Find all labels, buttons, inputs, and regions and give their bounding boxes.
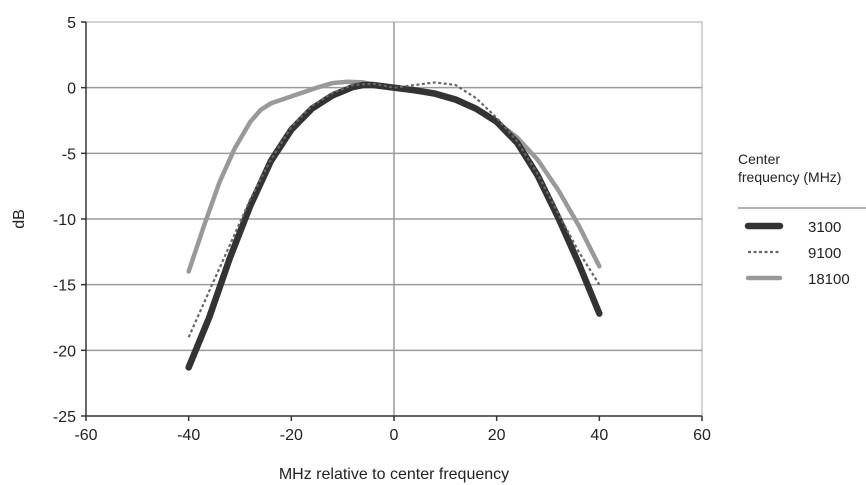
y-tick-label: -20 [53,343,76,360]
x-tick-label: 60 [693,427,711,444]
x-tick-label: -60 [74,427,97,444]
x-axis-title: MHz relative to center frequency [279,466,509,483]
axes: 5 0 -5 -10 -15 -20 -25-60 -40 -20 0 20 40 60 MHz rela… [11,15,711,483]
x-tick-label: -20 [280,427,303,444]
x-tick-label: 40 [590,427,608,444]
y-tick-label: 5 [67,15,76,32]
legend-title-line: frequency (MHz) [738,169,841,185]
x-tick-label: -40 [177,427,200,444]
legend-title-line: Center [738,151,780,167]
y-tick-label: -15 [53,278,76,295]
x-tick-label: 0 [390,427,399,444]
y-axis-title: dB [11,209,28,229]
series-line-9100 [187,81,601,338]
legend-label-3100: 3100 [808,219,841,236]
series-lines [185,79,603,371]
y-tick-label: -5 [62,146,76,163]
legend-label-18100: 18100 [808,271,850,288]
y-tick-label: -10 [53,212,76,229]
legend-label-9100: 9100 [808,245,841,262]
gridlines [86,22,702,416]
x-tick-label: 20 [488,427,506,444]
y-tick-label: -25 [53,409,76,426]
legend: Center frequency (MHz) 3100 9100 18100 [738,151,866,288]
y-tick-label: 0 [67,81,76,98]
